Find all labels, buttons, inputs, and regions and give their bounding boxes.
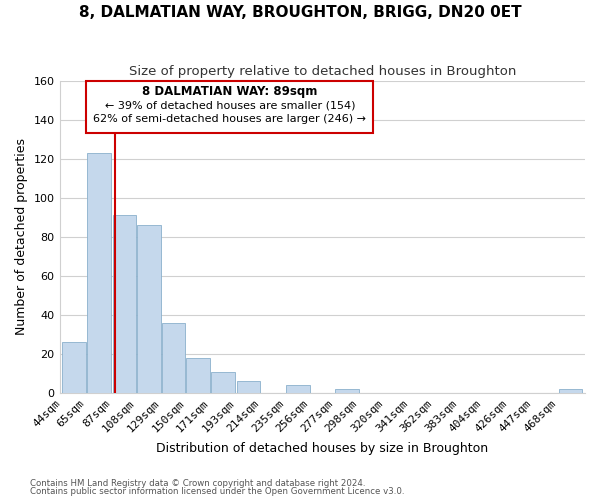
Text: ← 39% of detached houses are smaller (154): ← 39% of detached houses are smaller (15… (104, 100, 355, 110)
Y-axis label: Number of detached properties: Number of detached properties (15, 138, 28, 336)
Text: 62% of semi-detached houses are larger (246) →: 62% of semi-detached houses are larger (… (94, 114, 367, 124)
Bar (559, 389, 582, 393)
Bar (62, 342, 86, 393)
Text: 8 DALMATIAN WAY: 89sqm: 8 DALMATIAN WAY: 89sqm (142, 86, 317, 98)
Text: 8, DALMATIAN WAY, BROUGHTON, BRIGG, DN20 0ET: 8, DALMATIAN WAY, BROUGHTON, BRIGG, DN20… (79, 5, 521, 20)
Text: Contains public sector information licensed under the Open Government Licence v3: Contains public sector information licen… (30, 488, 404, 496)
Bar (187, 358, 210, 393)
Bar (87, 153, 110, 393)
X-axis label: Distribution of detached houses by size in Broughton: Distribution of detached houses by size … (156, 442, 488, 455)
Text: Contains HM Land Registry data © Crown copyright and database right 2024.: Contains HM Land Registry data © Crown c… (30, 478, 365, 488)
FancyBboxPatch shape (86, 80, 373, 134)
Title: Size of property relative to detached houses in Broughton: Size of property relative to detached ho… (128, 65, 516, 78)
Bar (335, 389, 359, 393)
Bar (113, 216, 136, 393)
Bar (211, 372, 235, 393)
Bar (237, 382, 260, 393)
Bar (162, 323, 185, 393)
Bar (137, 225, 161, 393)
Bar (286, 386, 310, 393)
